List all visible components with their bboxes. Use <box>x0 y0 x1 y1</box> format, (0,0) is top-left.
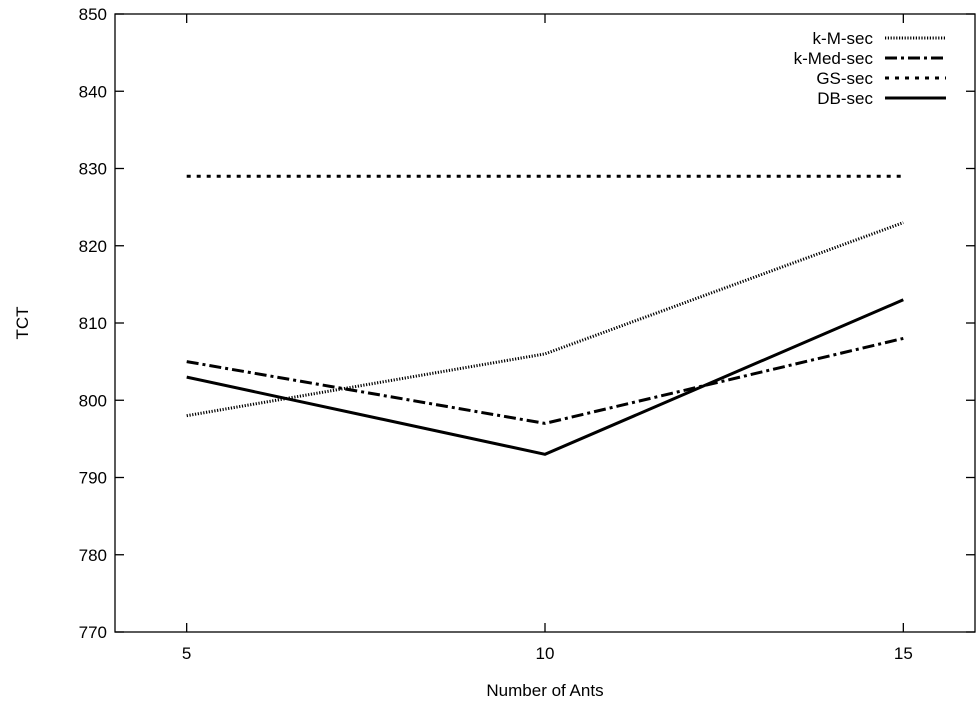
y-tick-label: 840 <box>79 82 107 101</box>
series-line-k-Med-sec <box>186 336 904 425</box>
y-tick-label: 820 <box>79 237 107 256</box>
series-line-DB-sec <box>186 298 904 456</box>
y-axis-ticks: 770 780 790 800 810 820 830 840 850 <box>79 5 975 642</box>
x-tick-label: 5 <box>182 644 191 663</box>
series-line-k-M-sec <box>186 221 904 418</box>
y-tick-label: 770 <box>79 623 107 642</box>
legend-label: DB-sec <box>817 89 873 108</box>
legend-label: k-M-sec <box>813 29 874 48</box>
x-axis-ticks: 5 10 15 <box>182 14 913 663</box>
y-tick-label: 780 <box>79 546 107 565</box>
legend-label: GS-sec <box>816 69 873 88</box>
x-tick-label: 15 <box>894 644 913 663</box>
legend-label: k-Med-sec <box>794 49 874 68</box>
x-axis-label: Number of Ants <box>486 681 603 700</box>
y-axis-label: TCT <box>13 306 32 339</box>
y-tick-label: 790 <box>79 469 107 488</box>
series-lines <box>186 174 904 456</box>
y-tick-label: 810 <box>79 314 107 333</box>
y-tick-label: 850 <box>79 5 107 24</box>
y-tick-label: 830 <box>79 160 107 179</box>
x-tick-label: 10 <box>536 644 555 663</box>
y-tick-label: 800 <box>79 391 107 410</box>
